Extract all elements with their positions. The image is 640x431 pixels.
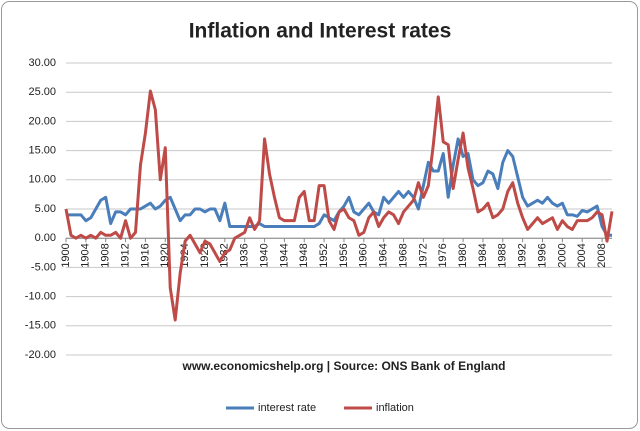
y-tick-label: -5.00 <box>31 261 56 273</box>
y-tick-label: 15.00 <box>28 145 56 157</box>
y-tick-label: -20.00 <box>25 349 56 361</box>
source-note: www.economicshelp.org | Source: ONS Bank… <box>182 359 506 373</box>
x-tick-label: 1952 <box>318 243 330 267</box>
x-tick-label: 1956 <box>338 243 350 267</box>
y-tick-label: -10.00 <box>25 291 56 303</box>
x-tick-label: 1964 <box>378 243 390 267</box>
series-line <box>64 89 614 322</box>
x-tick-label: 1988 <box>497 243 509 267</box>
x-tick-label: 1916 <box>139 243 151 267</box>
y-tick-label: 25.00 <box>28 86 56 98</box>
x-tick-label: 1936 <box>239 243 251 267</box>
x-tick-label: 1904 <box>80 243 92 267</box>
x-tick-label: 1940 <box>258 243 270 267</box>
y-tick-label: -15.00 <box>25 320 56 332</box>
x-tick-label: 1992 <box>517 243 529 267</box>
legend-label: interest rate <box>258 402 316 414</box>
y-tick-label: 20.00 <box>28 115 56 127</box>
x-tick-label: 1996 <box>536 243 548 267</box>
legend-label: inflation <box>376 402 414 414</box>
y-tick-label: 0.00 <box>35 232 56 244</box>
chart-title: Inflation and Interest rates <box>189 20 452 43</box>
x-tick-label: 2000 <box>556 243 568 267</box>
x-tick-label: 1968 <box>397 243 409 267</box>
x-tick-label: 1948 <box>298 243 310 267</box>
x-tick-label: 1908 <box>100 243 112 267</box>
x-tick-label: 1900 <box>60 243 72 267</box>
x-tick-label: 1944 <box>278 243 290 267</box>
x-tick-label: 1912 <box>119 243 131 267</box>
x-tick-label: 2004 <box>576 243 588 267</box>
x-tick-label: 1984 <box>477 243 489 267</box>
x-tick-label: 1960 <box>358 243 370 267</box>
y-tick-label: 30.00 <box>28 57 56 69</box>
x-tick-label: 1980 <box>457 243 469 267</box>
x-tick-label: 2008 <box>596 243 608 267</box>
y-tick-label: 10.00 <box>28 174 56 186</box>
x-tick-label: 1976 <box>437 243 449 267</box>
x-tick-label: 1972 <box>417 243 429 267</box>
x-tick-label: 1928 <box>199 243 211 267</box>
y-tick-label: 5.00 <box>35 203 56 215</box>
